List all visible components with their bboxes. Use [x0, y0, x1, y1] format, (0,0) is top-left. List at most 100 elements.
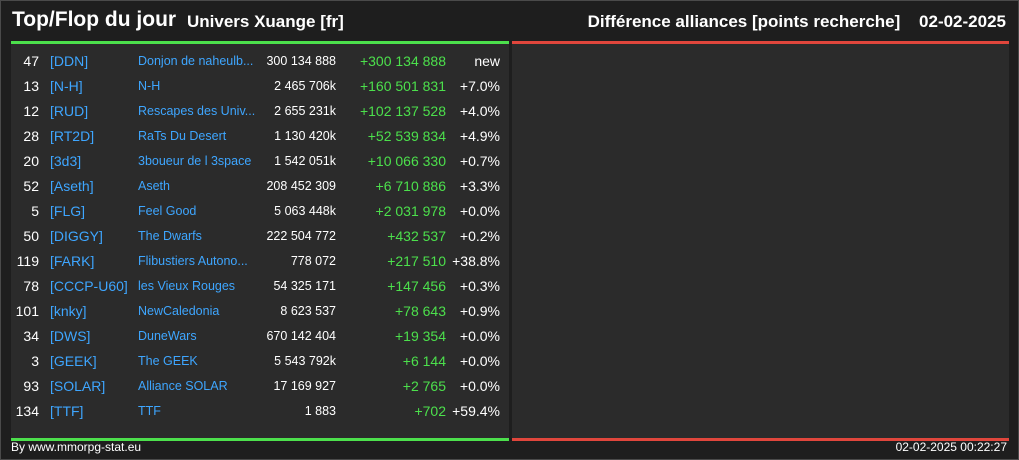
points-cell: 1 883 [304, 404, 336, 418]
percent-cell: +0.0% [459, 378, 500, 394]
rank-cell: 47 [23, 53, 39, 69]
alliance-name-link[interactable]: N-H [138, 79, 161, 93]
points-cell: 208 452 309 [266, 179, 336, 193]
rank-cell: 78 [23, 278, 39, 294]
percent-cell: +4.9% [459, 128, 500, 144]
points-cell: 300 134 888 [266, 54, 336, 68]
points-cell: 222 504 772 [266, 229, 336, 243]
rank-cell: 12 [23, 103, 39, 119]
alliance-name-link[interactable]: NewCaledonia [138, 304, 220, 318]
points-cell: 54 325 171 [273, 279, 336, 293]
rank-cell: 20 [23, 153, 39, 169]
diff-cell: +78 643 [395, 303, 446, 319]
table-row: 47 [DDN] Donjon de naheulb... 300 134 888 +3… [11, 49, 509, 74]
percent-cell: +7.0% [459, 78, 500, 94]
percent-cell: +0.0% [459, 328, 500, 344]
percent-cell: +0.2% [459, 228, 500, 244]
percent-cell: +0.0% [459, 353, 500, 369]
rank-cell: 134 [15, 403, 39, 419]
diff-cell: +217 510 [387, 253, 446, 269]
percent-cell: +0.3% [459, 278, 500, 294]
diff-cell: +102 137 528 [359, 103, 446, 119]
alliance-tag-link[interactable]: [DWS] [50, 328, 91, 344]
flop-panel [512, 41, 1009, 441]
points-cell: 8 623 537 [280, 304, 336, 318]
table-row: 12 [RUD] Rescapes des Univ... 2 655 231k +10… [11, 99, 509, 124]
footer-credit[interactable]: By www.mmorpg-stat.eu [11, 440, 142, 454]
table-row: 52 [Aseth] Aseth 208 452 309 +6 710 886 +3.3% [11, 174, 509, 199]
points-cell: 670 142 404 [266, 329, 336, 343]
table-row: 13 [N-H] N-H 2 465 706k +160 501 831 +7.0% [11, 74, 509, 99]
alliance-tag-link[interactable]: [DIGGY] [50, 228, 103, 244]
alliance-tag-link[interactable]: [GEEK] [50, 353, 97, 369]
alliance-name-link[interactable]: DuneWars [138, 329, 197, 343]
alliance-name-link[interactable]: The Dwarfs [138, 229, 202, 243]
table-row: 5 [FLG] Feel Good 5 063 448k +2 031 978 +0.0% [11, 199, 509, 224]
alliance-name-link[interactable]: Feel Good [138, 204, 197, 218]
percent-cell: +0.9% [459, 303, 500, 319]
rank-cell: 28 [23, 128, 39, 144]
table-row: 134 [TTF] TTF 1 883 +702 +59.4% [11, 399, 509, 424]
header-date: 02-02-2025 [919, 12, 1006, 31]
alliance-name-link[interactable]: TTF [138, 404, 161, 418]
alliance-name-link[interactable]: Flibustiers Autono... [138, 254, 248, 268]
points-cell: 5 543 792k [274, 354, 336, 368]
percent-cell: +59.4% [452, 403, 500, 419]
diff-cell: +300 134 888 [359, 53, 446, 69]
alliance-tag-link[interactable]: [RUD] [50, 103, 89, 119]
percent-cell: new [474, 53, 500, 69]
alliance-name-link[interactable]: Alliance SOLAR [138, 379, 228, 393]
diff-cell: +6 710 886 [375, 178, 446, 194]
points-cell: 2 465 706k [274, 79, 336, 93]
rank-cell: 5 [31, 203, 39, 219]
header-right: Différence alliances [points recherche] … [588, 12, 1006, 32]
percent-cell: +0.7% [459, 153, 500, 169]
alliance-name-link[interactable]: Donjon de naheulb... [138, 54, 254, 68]
alliance-tag-link[interactable]: [DDN] [50, 53, 89, 69]
alliance-name-link[interactable]: RaTs Du Desert [138, 129, 227, 143]
top-list: 47 [DDN] Donjon de naheulb... 300 134 888 +3… [11, 49, 509, 424]
points-cell: 5 063 448k [274, 204, 336, 218]
alliance-tag-link[interactable]: [FARK] [50, 253, 95, 269]
diff-cell: +432 537 [387, 228, 446, 244]
alliance-name-link[interactable]: Aseth [138, 179, 170, 193]
alliance-tag-link[interactable]: [CCCP-U60] [50, 278, 128, 294]
alliance-name-link[interactable]: 3boueur de l 3space [138, 154, 252, 168]
diff-cell: +19 354 [395, 328, 446, 344]
table-row: 119 [FARK] Flibustiers Autono... 778 072 +21… [11, 249, 509, 274]
rank-cell: 119 [16, 253, 39, 269]
table-row: 3 [GEEK] The GEEK 5 543 792k +6 144 +0.0% [11, 349, 509, 374]
alliance-name-link[interactable]: The GEEK [138, 354, 198, 368]
alliance-name-link[interactable]: les Vieux Rouges [138, 279, 236, 293]
alliance-tag-link[interactable]: [TTF] [50, 403, 84, 419]
diff-cell: +2 765 [402, 378, 446, 394]
table-row: 78 [CCCP-U60] les Vieux Rouges 54 325 171 +1… [11, 274, 509, 299]
table-row: 101 [knky] NewCaledonia 8 623 537 +78 643 +0.… [11, 299, 509, 324]
alliance-tag-link[interactable]: [N-H] [50, 78, 83, 94]
alliance-name-link[interactable]: Rescapes des Univ... [138, 104, 256, 118]
table-row: 50 [DIGGY] The Dwarfs 222 504 772 +432 537 +0… [11, 224, 509, 249]
percent-cell: +4.0% [459, 103, 500, 119]
alliance-tag-link[interactable]: [RT2D] [50, 128, 95, 144]
points-cell: 17 169 927 [273, 379, 336, 393]
top-panel: 47 [DDN] Donjon de naheulb... 300 134 888 +3… [11, 41, 509, 441]
points-cell: 1 130 420k [274, 129, 336, 143]
diff-cell: +702 [414, 403, 446, 419]
page-title: Top/Flop du jour [12, 8, 177, 31]
diff-cell: +160 501 831 [359, 78, 446, 94]
table-row: 20 [3d3] 3boueur de l 3space 1 542 051k +10 … [11, 149, 509, 174]
alliance-tag-link[interactable]: [knky] [50, 303, 87, 319]
table-row: 93 [SOLAR] Alliance SOLAR 17 169 927 +2 765 +… [11, 374, 509, 399]
diff-cell: +6 144 [402, 353, 446, 369]
table-row: 34 [DWS] DuneWars 670 142 404 +19 354 +0.0% [11, 324, 509, 349]
alliance-tag-link[interactable]: [Aseth] [50, 178, 94, 194]
alliance-tag-link[interactable]: [3d3] [50, 153, 82, 169]
alliance-tag-link[interactable]: [FLG] [50, 203, 86, 219]
points-cell: 1 542 051k [274, 154, 336, 168]
rank-cell: 93 [23, 378, 39, 394]
diff-cell: +2 031 978 [375, 203, 446, 219]
table-row: 28 [RT2D] RaTs Du Desert 1 130 420k +52 539 … [11, 124, 509, 149]
alliance-tag-link[interactable]: [SOLAR] [50, 378, 106, 394]
footer-timestamp: 02-02-2025 00:22:27 [895, 440, 1007, 454]
